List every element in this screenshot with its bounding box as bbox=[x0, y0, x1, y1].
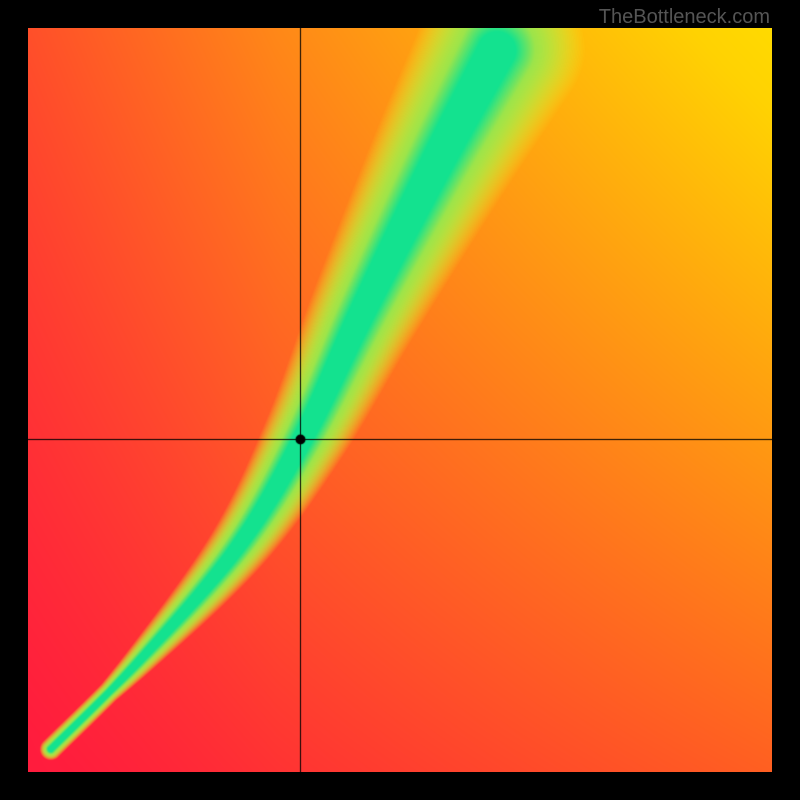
watermark-text: TheBottleneck.com bbox=[599, 6, 770, 29]
chart-container: TheBottleneck.com bbox=[0, 0, 800, 800]
heatmap-canvas bbox=[28, 28, 772, 772]
